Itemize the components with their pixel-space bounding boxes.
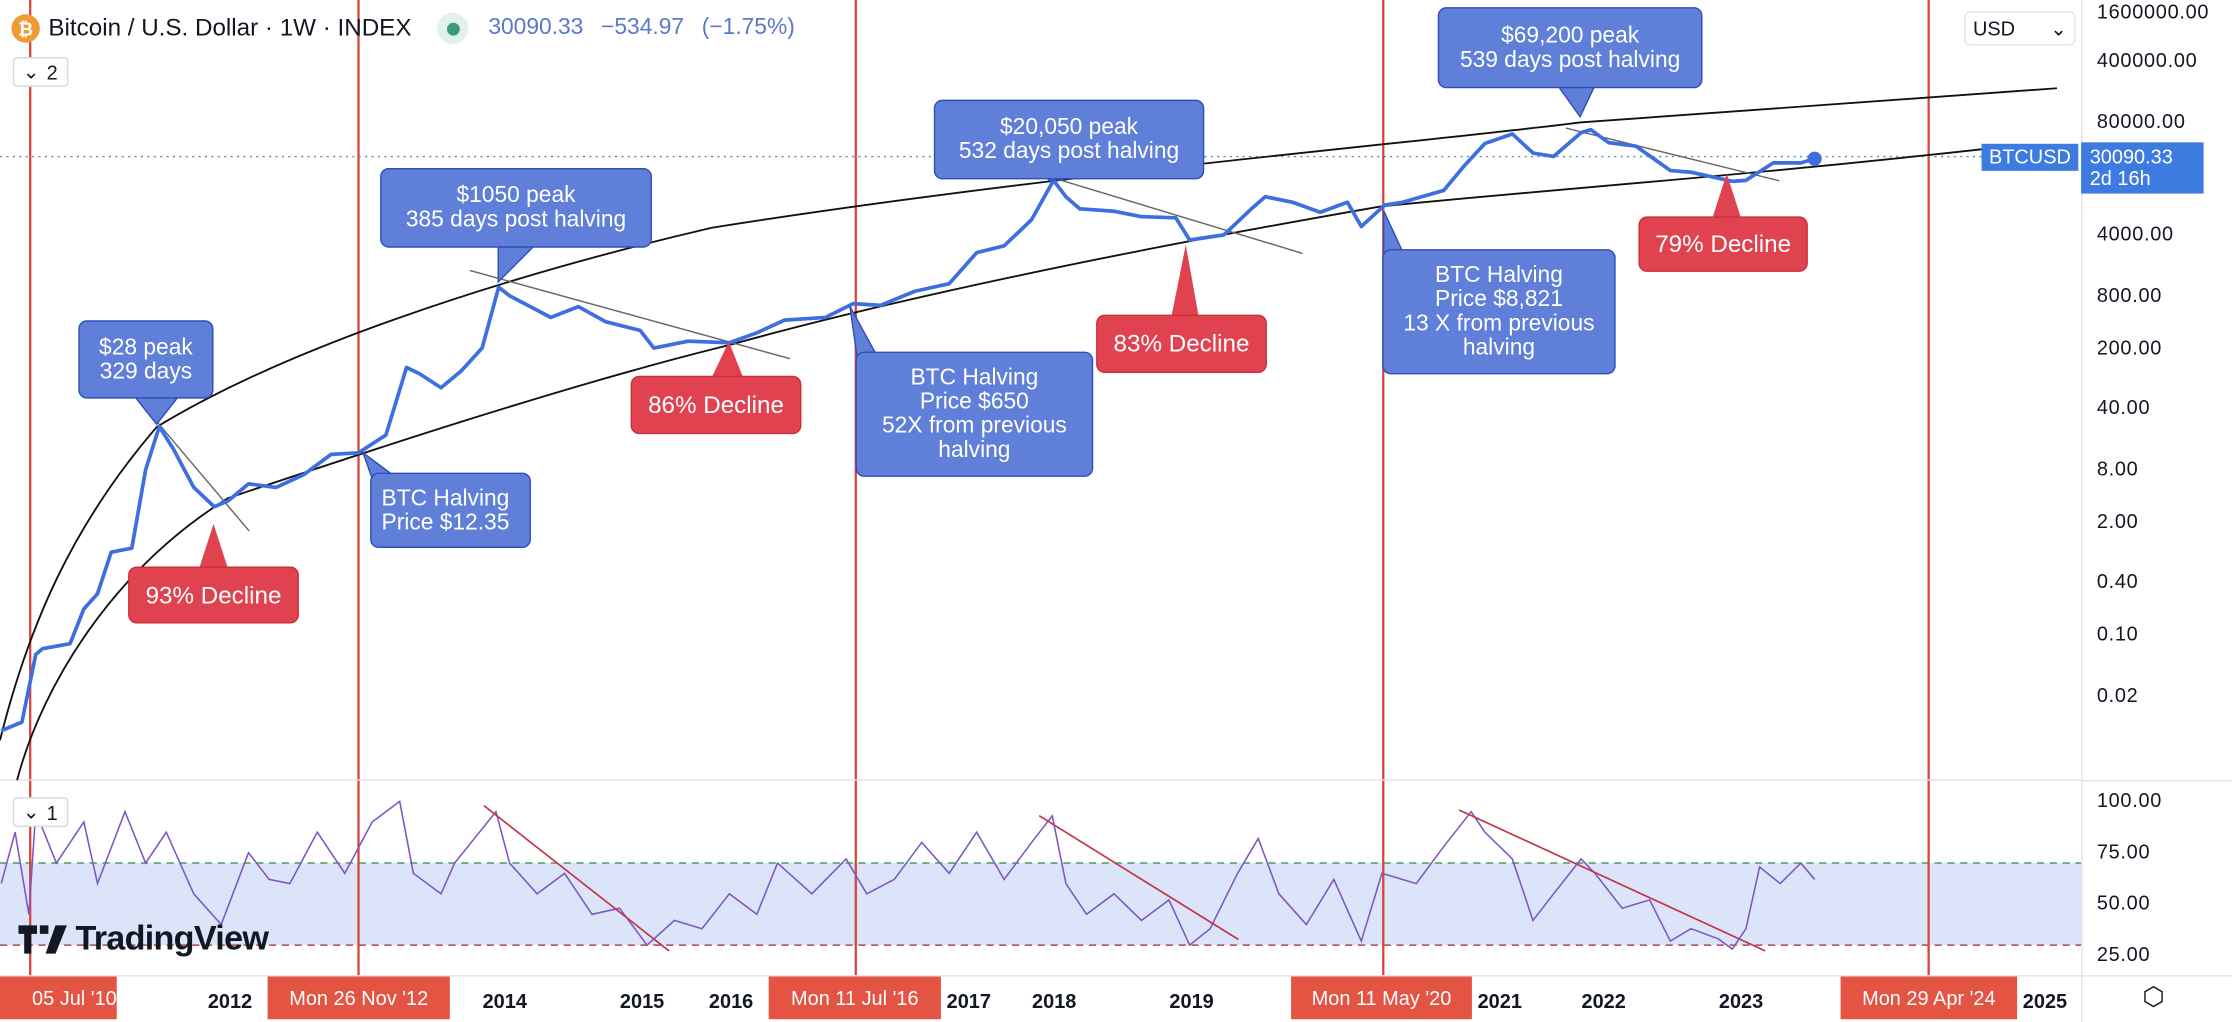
symbol-title[interactable]: Bitcoin / U.S. Dollar · 1W · INDEX (48, 14, 412, 42)
rsi-axis-tick: 100.00 (2096, 788, 2163, 812)
time-axis-year: 2019 (1169, 989, 1214, 1013)
settings-icon[interactable]: ⬡ (2142, 982, 2165, 1011)
peak-2011-callout[interactable]: $28 peak 329 days (78, 320, 214, 399)
halving-date-label: Mon 26 Nov '12 (267, 976, 450, 1020)
upper-regression-curve[interactable] (0, 87, 2058, 741)
price-axis-tick: 2.00 (2096, 509, 2139, 533)
chevron-down-icon: ⌄ (22, 800, 40, 823)
tradingview-logo[interactable]: TradingView (18, 920, 269, 960)
price-axis-tick: 200.00 (2096, 335, 2163, 359)
price-axis-tick: 400000.00 (2096, 48, 2198, 71)
price-axis-tick: 40.00 (2096, 396, 2151, 419)
last-price-tag: 30090.33 2d 16h (2081, 142, 2204, 194)
time-axis-year: 2012 (207, 989, 253, 1013)
chevron-down-icon: ⌄ (2050, 17, 2067, 40)
time-axis-year: 2015 (619, 989, 665, 1013)
lower-regression-curve[interactable] (16, 147, 1994, 781)
halving-date-label: Mon 11 May '20 (1291, 976, 1472, 1020)
time-axis-year: 2014 (482, 989, 527, 1013)
time-axis-year: 2023 (1718, 989, 1764, 1013)
time-axis-year: 2016 (708, 989, 754, 1013)
symbol-tag: BTCUSD (1981, 143, 2079, 171)
halving-date-label: Mon 29 Apr '24 (1840, 976, 2018, 1020)
rsi-axis-tick: 25.00 (2096, 942, 2151, 966)
price-change-pct: (−1.75%) (701, 15, 795, 40)
rsi-band (0, 863, 2082, 946)
currency-select[interactable]: USD ⌄ (1964, 11, 2076, 46)
bitcoin-icon: ₿ (11, 14, 40, 43)
trend-line-2011[interactable] (148, 412, 250, 532)
decline-2011-callout[interactable]: 93% Decline (128, 566, 299, 624)
time-axis-year: 2017 (946, 989, 991, 1013)
price-change: −534.97 (601, 15, 685, 40)
callout-pointer (711, 341, 744, 378)
trend-line-2018[interactable] (1053, 177, 1303, 255)
time-axis-year: 2021 (1477, 989, 1522, 1013)
last-price-dot (1807, 151, 1822, 166)
market-status-icon[interactable] (437, 12, 469, 45)
halving-2020-callout[interactable]: BTC Halving Price $8,821 13 X from previou… (1382, 249, 1616, 375)
peak-2017-callout[interactable]: $20,050 peak 532 days post halving (933, 99, 1205, 180)
price-axis-tick: 0.02 (2096, 683, 2139, 706)
rsi-legend-toggle[interactable]: ⌄ 1 (12, 797, 68, 828)
indicator-count: 1 (46, 800, 58, 824)
price-axis-tick: 80000.00 (2096, 108, 2186, 132)
symbol-header[interactable]: ₿ Bitcoin / U.S. Dollar · 1W · INDEX 300… (11, 12, 806, 45)
time-axis-year: 2018 (1032, 989, 1077, 1013)
last-price: 30090.33 (488, 15, 584, 40)
time-axis-year: 2022 (1581, 989, 1626, 1013)
halving-date-label: Mon 11 Jul '16 (768, 976, 941, 1020)
main-legend-toggle[interactable]: ⌄ 2 (12, 56, 68, 87)
callout-pointer (1712, 173, 1741, 218)
price-axis-tick: 1600000.00 (2096, 0, 2210, 23)
price-axis-tick: 4000.00 (2096, 222, 2174, 245)
decline-2022-callout[interactable]: 79% Decline (1638, 216, 1808, 272)
halving-2016-callout[interactable]: BTC Halving Price $650 52X from previous ha… (855, 351, 1094, 477)
price-axis-tick: 800.00 (2096, 282, 2163, 306)
decline-2018-callout[interactable]: 83% Decline (1096, 314, 1267, 373)
callout-pointer (1171, 244, 1199, 317)
time-axis[interactable]: 05 Jul '10 Mon 26 Nov '12 Mon 11 Jul '16 Mo… (0, 975, 2232, 1022)
rsi-axis-tick: 50.00 (2096, 891, 2151, 915)
price-axis-tick: 0.40 (2096, 570, 2139, 593)
trend-line-2014[interactable] (469, 269, 791, 360)
rsi-trend-line-2018[interactable] (1038, 814, 1239, 941)
price-axis-tick: 8.00 (2096, 456, 2139, 480)
tradingview-logo-icon (18, 925, 67, 954)
halving-date-label: 05 Jul '10 (0, 976, 117, 1020)
rsi-line[interactable] (0, 800, 1816, 951)
indicator-count: 2 (46, 60, 58, 84)
callout-pointer (199, 523, 228, 568)
peak-2021-callout[interactable]: $69,200 peak 539 days post halving (1437, 7, 1703, 89)
price-axis-tick: 0.10 (2096, 622, 2139, 646)
price-axis[interactable] (2081, 0, 2232, 976)
halving-2012-callout[interactable]: BTC Halving Price $12.35 (370, 472, 531, 549)
quote: 30090.33 −534.97 (−1.75%) (488, 16, 806, 42)
rsi-trend-line-2014[interactable] (483, 805, 670, 952)
rsi-axis-tick: 75.00 (2096, 839, 2151, 863)
time-axis-year: 2025 (2022, 989, 2068, 1013)
bar-countdown: 2d 16h (2089, 166, 2151, 190)
chevron-down-icon: ⌄ (22, 59, 40, 83)
peak-2013-callout[interactable]: $1050 peak 385 days post halving (380, 167, 652, 248)
rsi-trend-line-2022[interactable] (1458, 809, 1766, 952)
decline-2015-callout[interactable]: 86% Decline (630, 375, 802, 435)
btcusd-price-line[interactable] (0, 127, 1816, 733)
